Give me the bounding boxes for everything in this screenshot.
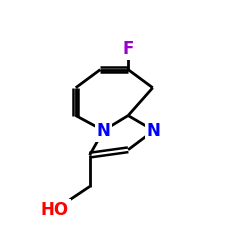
Text: N: N [147,122,161,140]
Text: N: N [96,122,110,140]
Text: HO: HO [40,201,68,219]
Text: F: F [122,40,134,58]
